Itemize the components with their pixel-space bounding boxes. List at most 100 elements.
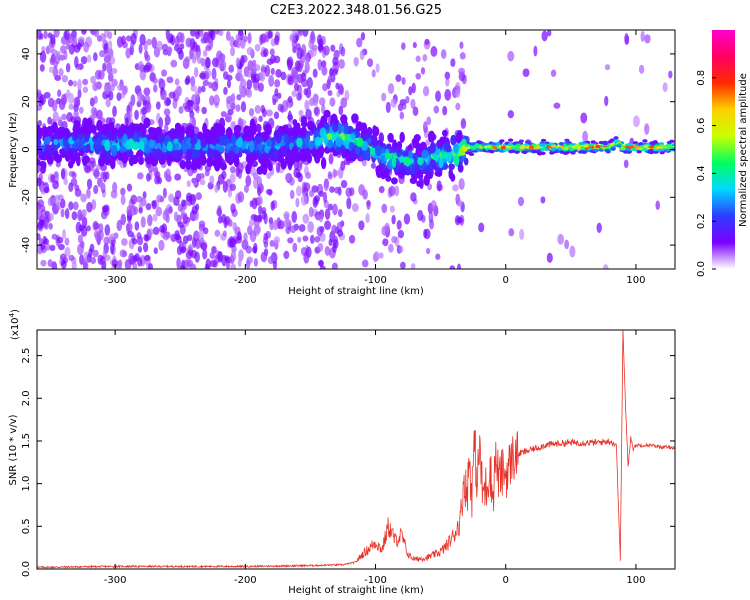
heatmap-cell bbox=[95, 142, 103, 153]
heatmap-speckle bbox=[328, 153, 334, 165]
heatmap-speckle bbox=[214, 184, 219, 194]
heatmap-speckle bbox=[287, 114, 294, 121]
heatmap-speckle bbox=[51, 233, 58, 240]
heatmap-cell bbox=[533, 149, 539, 153]
heatmap-speckle bbox=[107, 72, 114, 82]
heatmap-speckle bbox=[246, 79, 253, 90]
heatmap-cell bbox=[355, 121, 363, 132]
heatmap-cell bbox=[244, 132, 252, 142]
heatmap-speckle bbox=[379, 252, 384, 259]
heatmap-speckle bbox=[61, 75, 69, 83]
heatmap-speckle bbox=[80, 225, 88, 237]
heatmap-speckle bbox=[134, 221, 140, 231]
heatmap-speckle bbox=[64, 237, 70, 246]
heatmap-cell bbox=[404, 157, 412, 166]
heatmap-speckle bbox=[101, 260, 106, 269]
colorbar: 0.00.20.40.60.8 Normalized spectral ampl… bbox=[696, 30, 749, 277]
colorbar-tick-label: 0.8 bbox=[696, 70, 707, 86]
heatmap-speckle bbox=[166, 34, 171, 41]
heatmap-speckle bbox=[388, 243, 394, 253]
y-tick-label: 1.5 bbox=[21, 433, 32, 449]
heatmap-speckle bbox=[268, 75, 275, 87]
heatmap-cell bbox=[126, 125, 133, 137]
heatmap-cell bbox=[457, 163, 464, 173]
heatmap-speckle bbox=[243, 35, 248, 43]
heatmap-cell bbox=[283, 124, 289, 136]
heatmap-speckle bbox=[344, 89, 350, 101]
heatmap-speckle bbox=[146, 38, 153, 46]
heatmap-speckle bbox=[138, 207, 143, 214]
heatmap-cell bbox=[249, 140, 255, 153]
heatmap-cell bbox=[105, 149, 111, 160]
heatmap-speckle bbox=[340, 180, 348, 189]
heatmap-speckle bbox=[53, 30, 60, 38]
heatmap-speckle bbox=[280, 71, 287, 81]
heatmap-speckle bbox=[50, 34, 56, 45]
heatmap-speckle bbox=[359, 49, 365, 61]
heatmap-speckle bbox=[109, 56, 116, 65]
heatmap-speckle bbox=[230, 263, 236, 269]
heatmap-speckle bbox=[174, 190, 182, 200]
heatmap-speckle bbox=[67, 92, 75, 104]
heatmap-speckle bbox=[95, 231, 102, 243]
heatmap-cell bbox=[167, 141, 173, 152]
heatmap-speckle bbox=[107, 40, 113, 51]
heatmap-speckle bbox=[309, 234, 315, 244]
heatmap-speckle bbox=[411, 82, 416, 94]
heatmap-speckle bbox=[124, 117, 129, 127]
heatmap-speckle bbox=[139, 69, 147, 81]
heatmap-cell bbox=[37, 127, 45, 137]
heatmap-speckle bbox=[317, 59, 323, 71]
snr-scale-exponent: 4 bbox=[8, 312, 16, 317]
heatmap-speckle bbox=[305, 171, 312, 179]
heatmap-speckle bbox=[198, 173, 205, 180]
heatmap-speckle bbox=[668, 70, 673, 79]
heatmap-speckle bbox=[145, 203, 152, 211]
heatmap-speckle bbox=[72, 80, 78, 87]
heatmap-cell bbox=[413, 134, 421, 142]
heatmap-speckle bbox=[391, 214, 396, 225]
y-tick-label: 2.0 bbox=[21, 390, 32, 406]
heatmap-cell bbox=[214, 161, 221, 172]
heatmap-cell bbox=[323, 122, 330, 130]
heatmap-speckle bbox=[249, 200, 254, 208]
heatmap-speckle bbox=[104, 84, 110, 95]
heatmap-cell bbox=[438, 157, 444, 169]
heatmap-cell bbox=[185, 158, 192, 171]
heatmap-cell bbox=[464, 143, 470, 147]
heatmap-speckle bbox=[138, 43, 143, 54]
heatmap-speckle bbox=[267, 30, 273, 39]
heatmap-speckle bbox=[196, 56, 202, 64]
heatmap-speckle bbox=[190, 84, 197, 92]
heatmap-cell bbox=[595, 144, 601, 149]
heatmap-cell bbox=[293, 123, 299, 136]
x-tick-label: -200 bbox=[234, 275, 257, 286]
spectrogram-y-axis-label: Frequency (Hz) bbox=[8, 112, 19, 188]
heatmap-speckle bbox=[308, 206, 314, 218]
heatmap-speckle bbox=[74, 56, 79, 69]
heatmap-speckle bbox=[60, 208, 65, 218]
heatmap-speckle bbox=[131, 238, 138, 245]
heatmap-speckle bbox=[360, 32, 366, 41]
heatmap-speckle bbox=[232, 221, 238, 232]
heatmap-speckle bbox=[199, 72, 206, 79]
heatmap-speckle bbox=[165, 97, 172, 106]
heatmap-cell bbox=[635, 146, 641, 150]
heatmap-speckle bbox=[297, 173, 303, 183]
heatmap-speckle bbox=[82, 78, 89, 86]
heatmap-speckle bbox=[277, 103, 283, 112]
heatmap-speckle bbox=[180, 199, 186, 207]
heatmap-cell bbox=[450, 173, 456, 182]
heatmap-speckle bbox=[596, 222, 602, 233]
heatmap-speckle bbox=[175, 86, 180, 98]
heatmap-speckle bbox=[120, 213, 127, 226]
heatmap-speckle bbox=[332, 242, 337, 253]
heatmap-speckle bbox=[624, 32, 629, 45]
colorbar-tick-label: 0.4 bbox=[696, 165, 707, 181]
heatmap-speckle bbox=[308, 189, 315, 198]
heatmap-speckle bbox=[478, 222, 485, 233]
heatmap-speckle bbox=[442, 105, 448, 116]
x-tick-label: 100 bbox=[626, 575, 645, 586]
heatmap-speckle bbox=[263, 240, 269, 249]
heatmap-speckle bbox=[229, 94, 236, 102]
